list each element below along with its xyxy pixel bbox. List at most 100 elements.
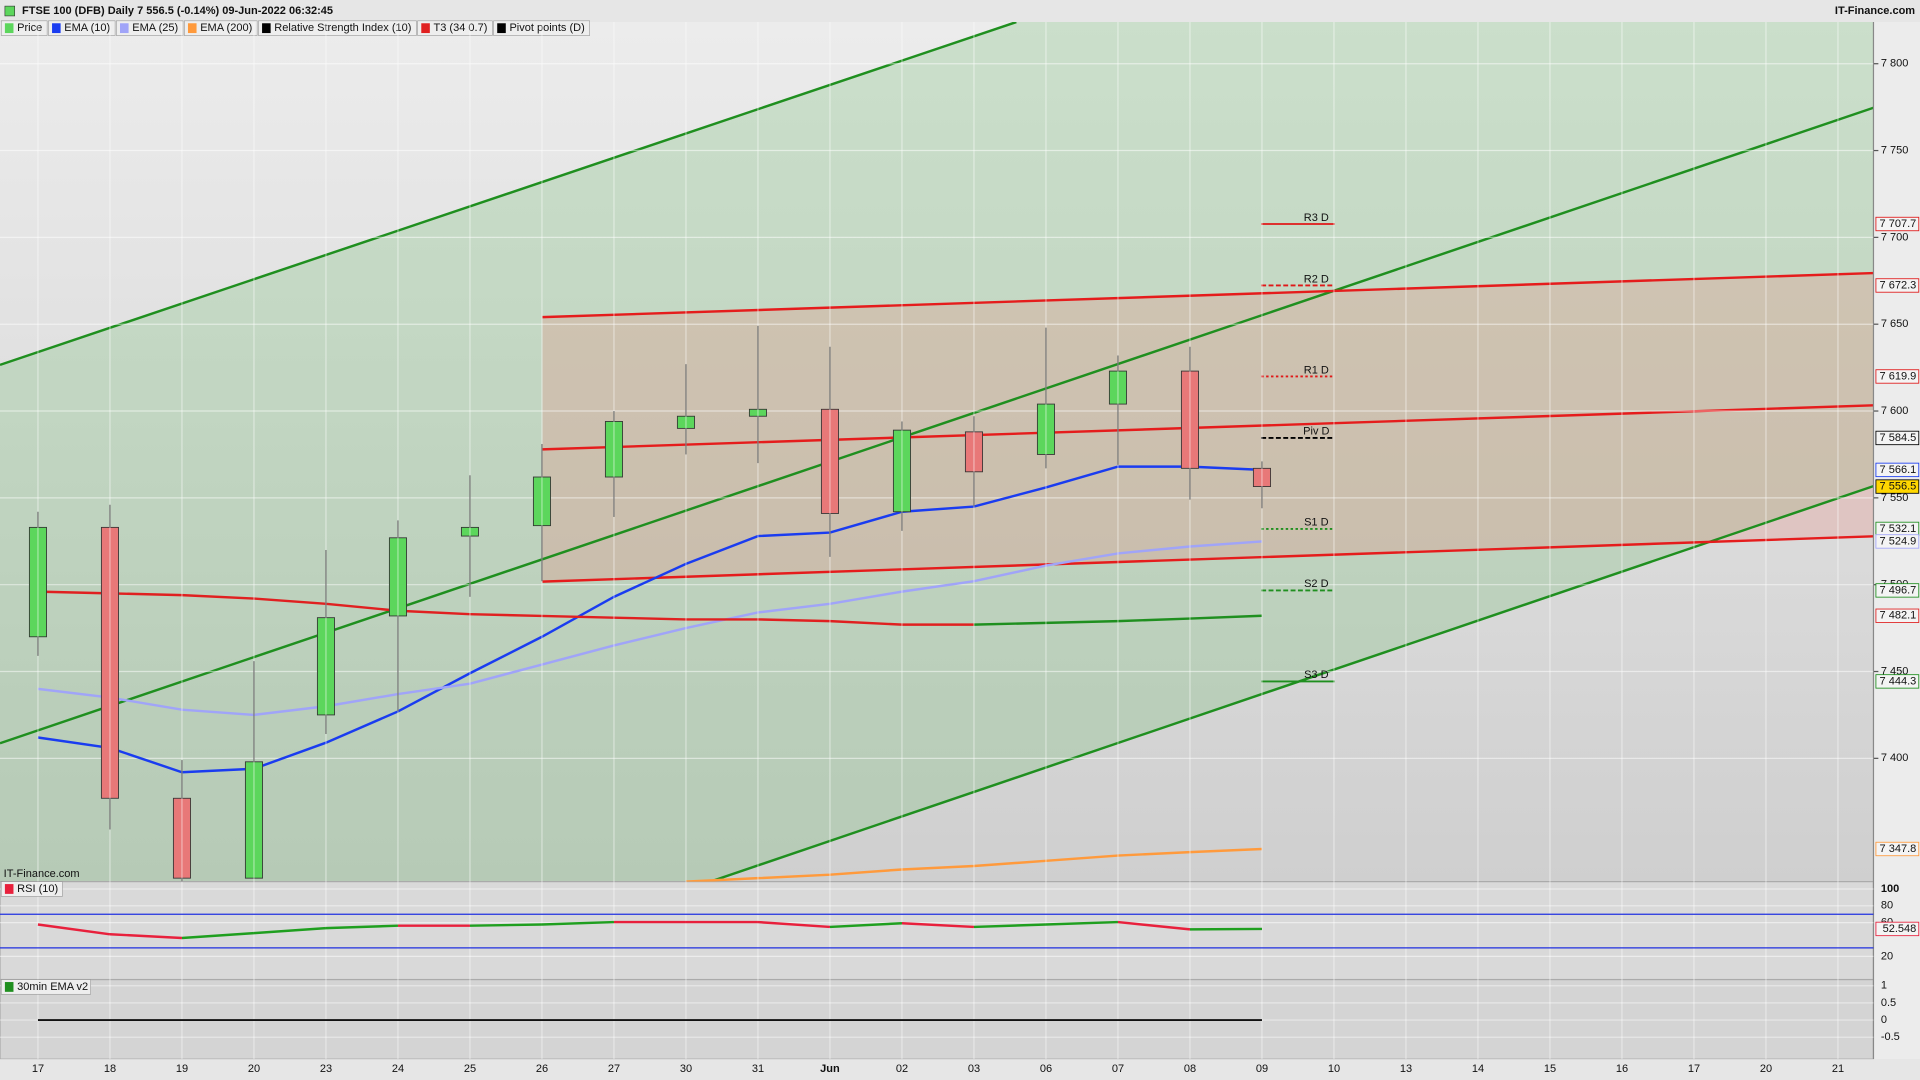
candle-body <box>28 526 47 638</box>
last-value-label: 7 347.8 <box>1880 843 1917 855</box>
y-tick-label: 7 750 <box>1881 144 1909 156</box>
title-icon <box>4 5 15 17</box>
last-value-label: 7 556.5 <box>1880 480 1917 492</box>
y-tick-label: 7 450 <box>1881 665 1909 677</box>
ema-tick-label: -0.5 <box>1881 1031 1900 1043</box>
line-segment <box>253 597 327 606</box>
candle-body <box>676 415 695 429</box>
ema-tick-label: 0.5 <box>1881 997 1896 1009</box>
x-tick-label: 03 <box>968 1063 980 1075</box>
pivot-label: S3 D <box>1304 669 1329 681</box>
x-tick-label: 17 <box>32 1063 44 1075</box>
candle-body <box>460 526 479 537</box>
panel-icon <box>4 982 14 992</box>
candle-body <box>1108 370 1127 405</box>
trendline <box>542 535 1874 583</box>
line-segment <box>1117 920 1191 931</box>
candle-body <box>244 761 263 879</box>
line-segment <box>613 616 686 621</box>
watermark: IT-Finance.com <box>4 868 80 880</box>
y-tick-label: 7 550 <box>1881 492 1909 504</box>
pivot-label: Piv D <box>1303 426 1329 438</box>
trendline <box>542 271 1874 319</box>
last-value-box <box>1875 921 1920 937</box>
series-line <box>685 847 1263 882</box>
trendline <box>542 404 1874 451</box>
line-segment <box>829 619 903 626</box>
candle-body <box>892 429 911 513</box>
x-tick-label: 23 <box>320 1063 332 1075</box>
x-tick-label: 02 <box>896 1063 908 1075</box>
candle-body <box>1252 467 1271 487</box>
line-segment <box>973 621 1046 626</box>
last-value-box <box>1875 534 1920 549</box>
x-tick-label: 30 <box>680 1063 692 1075</box>
x-tick-label: 24 <box>392 1063 404 1075</box>
main-panel <box>0 22 1874 882</box>
y-tick-label: 7 600 <box>1881 405 1909 417</box>
legend-label: Relative Strength Index (10) <box>274 22 411 34</box>
last-value-box <box>1875 674 1920 689</box>
last-value-label: 7 524.9 <box>1880 535 1917 547</box>
x-tick-label: 31 <box>752 1063 764 1075</box>
rsi-tick-label: 100 <box>1881 883 1899 895</box>
last-value-label: 7 496.7 <box>1880 584 1917 596</box>
candle-body <box>1036 403 1055 455</box>
legend-swatch <box>262 23 271 34</box>
legend-item <box>258 20 417 36</box>
candle-body <box>172 797 191 879</box>
legend-swatch <box>497 23 506 34</box>
x-tick-label: Jun <box>820 1063 840 1075</box>
line-segment <box>325 924 399 930</box>
legend-label: Price <box>17 22 42 34</box>
candle-body <box>1180 370 1199 469</box>
ema-tick-label: 1 <box>1881 980 1887 992</box>
legend-label: T3 (34 0.7) <box>434 22 488 34</box>
candle-body <box>388 537 407 617</box>
trendline <box>709 484 1874 882</box>
panel-label-box <box>0 881 63 897</box>
candle-body <box>316 617 335 716</box>
legend: Price EMA (10) EMA (25) EMA (200) Relative S… <box>0 20 590 36</box>
last-value-box <box>1875 369 1920 384</box>
x-tick-label: 21 <box>1832 1063 1844 1075</box>
x-tick-label: 26 <box>536 1063 548 1075</box>
legend-swatch <box>421 23 430 34</box>
line-segment <box>37 923 111 936</box>
rsi-tick-label: 20 <box>1881 950 1893 962</box>
x-tick-label: 20 <box>248 1063 260 1075</box>
legend-label: EMA (10) <box>64 22 110 34</box>
line-segment <box>37 590 110 595</box>
legend-label: Pivot points (D) <box>509 22 584 34</box>
x-tick-label: 14 <box>1472 1063 1484 1075</box>
line-segment <box>109 592 182 597</box>
chart-title: FTSE 100 (DFB) Daily 7 556.5 (-0.14%) 09… <box>22 5 333 17</box>
last-value-label: 7 532.1 <box>1880 523 1917 535</box>
panel-label: 30min EMA v2 <box>17 981 88 993</box>
x-tick-label: 17 <box>1688 1063 1700 1075</box>
line-segment <box>973 923 1047 929</box>
x-tick-label: 25 <box>464 1063 476 1075</box>
candle-body <box>100 526 119 799</box>
y-tick-label: 7 800 <box>1881 58 1909 70</box>
line-segment <box>829 922 903 929</box>
panel-label-box <box>0 979 91 995</box>
x-tick-label: 18 <box>104 1063 116 1075</box>
x-tick-label: 19 <box>176 1063 188 1075</box>
line-segment <box>1189 614 1263 620</box>
legend-item <box>48 20 116 36</box>
candle-body <box>532 476 551 527</box>
date-axis <box>0 1059 1920 1080</box>
pivot-label: R1 D <box>1304 364 1329 376</box>
candle-body <box>964 431 983 473</box>
ema-tick-label: 0 <box>1881 1014 1887 1026</box>
x-tick-label: 07 <box>1112 1063 1124 1075</box>
line-segment <box>469 612 542 618</box>
trendline <box>0 22 1017 367</box>
last-value-label: 7 584.5 <box>1880 432 1917 444</box>
rsi-tick-label: 80 <box>1881 900 1893 912</box>
y-tick-label: 7 700 <box>1881 231 1909 243</box>
legend-swatch <box>187 23 197 34</box>
candle-body <box>820 408 839 514</box>
line-segment <box>1045 920 1119 926</box>
